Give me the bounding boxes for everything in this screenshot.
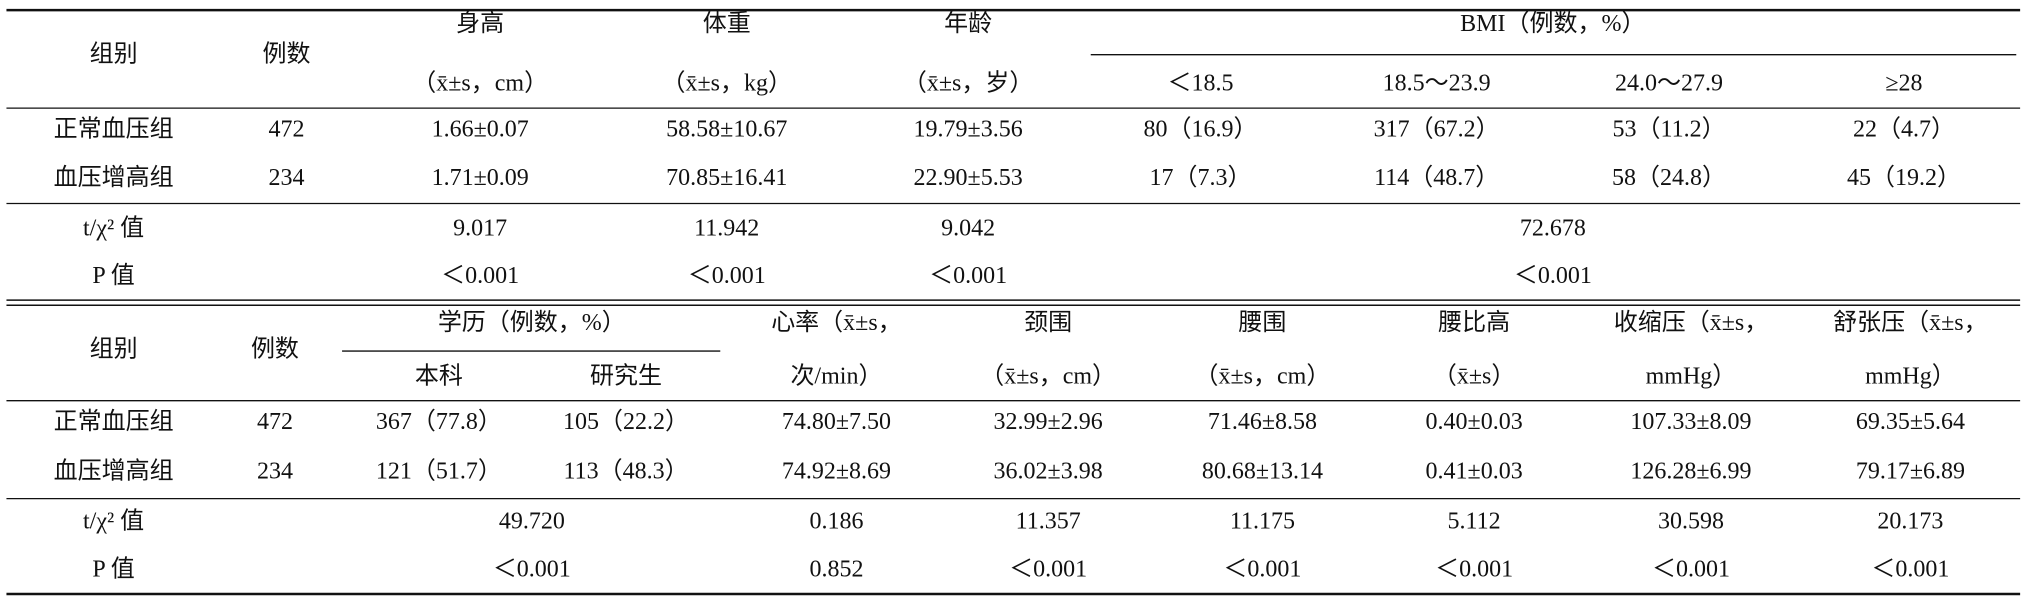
header-cell: 身高 <box>456 10 504 37</box>
header-cell: （x̄±s，cm） <box>1194 363 1330 389</box>
test-cell: 11.175 <box>1230 508 1295 534</box>
table-cell: 58（24.8） <box>1612 165 1726 191</box>
test-cell: 0.186 <box>809 508 863 534</box>
table-cell: 114（48.7） <box>1374 165 1499 191</box>
table-cell: 正常血压组 <box>54 116 174 143</box>
table-cell: 105（22.2） <box>563 409 689 435</box>
table-cell: 472 <box>257 409 293 435</box>
header-cell: （x̄±s，kg） <box>661 71 792 97</box>
table-cell: 32.99±2.96 <box>994 409 1103 435</box>
header-cell: 本科 <box>415 362 463 389</box>
table-cell: 74.80±7.50 <box>782 409 891 435</box>
header-cell: 体重 <box>703 10 751 37</box>
table-cell: 121（51.7） <box>376 459 502 485</box>
table-cell: 107.33±8.09 <box>1630 409 1751 435</box>
table-cell: 367（77.8） <box>376 409 502 435</box>
header-cell: 组别 <box>90 40 138 67</box>
table-cell: 53（11.2） <box>1612 117 1725 143</box>
header-cell: 例数 <box>251 336 299 363</box>
header-cell: ≥28 <box>1885 71 1922 97</box>
table-cell: 472 <box>269 117 305 143</box>
header-cell: 腰比高 <box>1438 309 1510 336</box>
table-cell: 71.46±8.58 <box>1208 409 1317 435</box>
test-cell: P 值 <box>92 262 134 289</box>
table-cell: 19.79±3.56 <box>914 117 1023 143</box>
table-cell: 0.41±0.03 <box>1426 459 1523 485</box>
table-cell: 113（48.3） <box>563 459 688 485</box>
header-cell: 24.0～27.9 <box>1615 71 1723 97</box>
table-cell: 80.68±13.14 <box>1202 459 1323 485</box>
table-cell: 58.58±10.67 <box>666 117 787 143</box>
test-cell: 11.357 <box>1016 508 1081 534</box>
table-cell: 0.40±0.03 <box>1426 409 1523 435</box>
test-cell: 0.852 <box>809 557 863 583</box>
test-cell: ＜0.001 <box>1223 557 1301 583</box>
table-cell: 45（19.2） <box>1847 165 1961 191</box>
test-cell: 9.017 <box>453 216 507 242</box>
table-cell: 317（67.2） <box>1374 117 1500 143</box>
test-cell: P 值 <box>92 556 134 583</box>
test-cell: ＜0.001 <box>1009 557 1087 583</box>
header-cell: 年龄 <box>944 10 992 37</box>
test-cell: ＜0.001 <box>1871 557 1949 583</box>
test-cell: ＜0.001 <box>441 263 519 289</box>
test-cell: 20.173 <box>1877 508 1943 534</box>
test-cell: 49.720 <box>499 508 565 534</box>
header-cell: 学历（例数，%） <box>438 309 626 336</box>
header-cell: 颈围 <box>1024 310 1072 336</box>
test-cell: 72.678 <box>1520 216 1586 242</box>
header-cell: ＜18.5 <box>1167 71 1233 97</box>
test-cell: ＜0.001 <box>1514 263 1592 289</box>
test-cell: t/χ² 值 <box>83 507 144 534</box>
header-cell: 收缩压（x̄±s， <box>1614 309 1769 336</box>
test-cell: 30.598 <box>1658 508 1724 534</box>
test-cell: 5.112 <box>1448 508 1501 534</box>
table-cell: 22.90±5.53 <box>914 165 1023 191</box>
test-cell: 9.042 <box>941 216 995 242</box>
table-cell: 234 <box>269 165 305 191</box>
test-cell: ＜0.001 <box>1652 557 1730 583</box>
test-cell: ＜0.001 <box>1435 557 1513 583</box>
test-cell: t/χ² 值 <box>83 215 144 242</box>
header-cell: （x̄±s，岁） <box>903 70 1034 97</box>
table-cell: 80（16.9） <box>1143 117 1257 143</box>
header-cell: BMI（例数，%） <box>1460 10 1645 37</box>
test-cell: ＜0.001 <box>929 263 1007 289</box>
table-cell: 血压增高组 <box>54 458 174 485</box>
test-cell: 11.942 <box>694 216 759 242</box>
header-cell: 舒张压（x̄±s， <box>1833 309 1988 336</box>
header-cell: 18.5～23.9 <box>1383 71 1491 97</box>
table-cell: 126.28±6.99 <box>1630 459 1751 485</box>
table-cell: 1.71±0.09 <box>432 165 529 191</box>
table-cell: 17（7.3） <box>1149 165 1251 191</box>
header-cell: 研究生 <box>590 362 662 389</box>
table-cell: 36.02±3.98 <box>994 459 1103 485</box>
table-cell: 70.85±16.41 <box>666 165 787 191</box>
table-cell: 234 <box>257 459 293 485</box>
test-cell: ＜0.001 <box>493 557 571 583</box>
header-cell: （x̄±s） <box>1433 363 1516 389</box>
header-cell: mmHg） <box>1865 363 1956 389</box>
test-cell: ＜0.001 <box>688 263 766 289</box>
table-cell: 79.17±6.89 <box>1856 459 1965 485</box>
header-cell: 例数 <box>263 40 311 67</box>
header-cell: 腰围 <box>1238 310 1286 336</box>
header-cell: （x̄±s，cm） <box>412 71 548 97</box>
header-cell: mmHg） <box>1646 363 1737 389</box>
header-cell: 次/min） <box>790 362 882 389</box>
table-cell: 正常血压组 <box>54 408 174 435</box>
header-cell: 心率（x̄±s， <box>771 309 902 336</box>
header-cell: （x̄±s，cm） <box>980 363 1116 389</box>
table-cell: 74.92±8.69 <box>782 459 891 485</box>
header-cell: 组别 <box>90 336 138 363</box>
table-cell: 血压增高组 <box>54 164 174 191</box>
table-cell: 69.35±5.64 <box>1856 409 1965 435</box>
table-cell: 1.66±0.07 <box>432 117 529 143</box>
table-cell: 22（4.7） <box>1853 117 1955 143</box>
